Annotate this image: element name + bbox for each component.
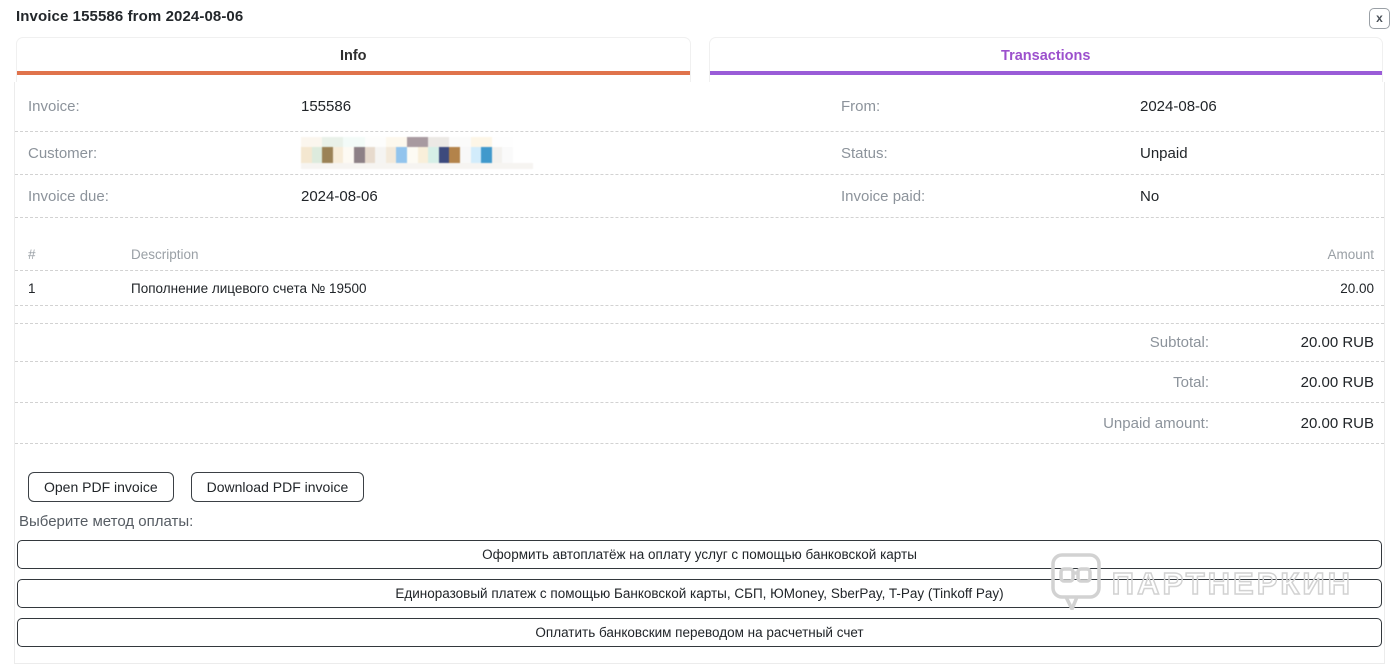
from-value: 2024-08-06 — [1140, 98, 1217, 115]
header-description: Description — [131, 246, 199, 262]
status-value: Unpaid — [1140, 144, 1188, 162]
table-row: 1 Пополнение лицевого счета № 19500 20.0… — [15, 271, 1384, 306]
close-icon: x — [1376, 11, 1383, 25]
unpaid-amount-row: Unpaid amount: 20.00 RUB — [15, 403, 1384, 444]
payment-section: Выберите метод оплаты: Оформить автоплат… — [17, 513, 1382, 647]
pdf-actions: Open PDF invoice Download PDF invoice — [28, 472, 1384, 502]
invoice-due-label: Invoice due: — [28, 187, 109, 205]
unpaid-amount-label: Unpaid amount: — [1103, 414, 1209, 432]
tab-transactions-accent-bar — [709, 71, 1382, 75]
tab-transactions-label: Transactions — [1001, 48, 1091, 64]
invoice-info-panel: Invoice: 155586 From: 2024-08-06 Custome… — [14, 82, 1385, 664]
from-label: From: — [841, 98, 881, 115]
total-row: Total: 20.00 RUB — [15, 362, 1384, 403]
payment-prompt: Выберите метод оплаты: — [19, 513, 194, 530]
subtotal-value: 20.00 RUB — [1300, 334, 1374, 351]
payment-method-autopay-button[interactable]: Оформить автоплатёж на оплату услуг с по… — [17, 540, 1382, 569]
total-value: 20.00 RUB — [1300, 373, 1374, 391]
field-row-due-paid: Invoice due: 2024-08-06 Invoice paid: No — [15, 175, 1384, 218]
row-amount: 20.00 — [1340, 280, 1374, 296]
invoice-paid-value: No — [1140, 187, 1160, 205]
field-row-customer-status: Customer: Status: Unpaid — [15, 132, 1384, 175]
invoice-label: Invoice: — [28, 98, 80, 115]
header-amount: Amount — [1327, 246, 1374, 262]
header-index: # — [28, 246, 36, 262]
tab-info-accent-bar — [17, 71, 690, 75]
status-label: Status: — [841, 144, 888, 162]
payment-method-onetime-button[interactable]: Единоразовый платеж с помощью Банковской… — [17, 579, 1382, 608]
subtotal-label: Subtotal: — [1149, 334, 1209, 351]
field-row-invoice-from: Invoice: 155586 From: 2024-08-06 — [15, 82, 1384, 132]
customer-label: Customer: — [28, 144, 98, 162]
row-index: 1 — [28, 280, 36, 296]
invoice-paid-label: Invoice paid: — [841, 187, 926, 205]
tab-info-label: Info — [339, 48, 367, 64]
invoice-due-value: 2024-08-06 — [301, 187, 378, 205]
customer-redacted-value — [301, 137, 841, 169]
items-table-header: # Description Amount — [15, 238, 1384, 271]
items-table: # Description Amount 1 Пополнение лицево… — [15, 238, 1384, 444]
total-label: Total: — [1173, 373, 1209, 391]
invoice-value: 155586 — [301, 98, 352, 115]
row-description: Пополнение лицевого счета № 19500 — [131, 280, 367, 296]
table-spacer-row — [15, 306, 1384, 324]
tab-info[interactable]: Info — [16, 37, 691, 82]
subtotal-row: Subtotal: 20.00 RUB — [15, 324, 1384, 362]
page-title: Invoice 155586 from 2024-08-06 — [16, 8, 244, 25]
tab-bar: Info Transactions — [0, 37, 1399, 82]
download-pdf-invoice-button[interactable]: Download PDF invoice — [190, 472, 365, 502]
unpaid-amount-value: 20.00 RUB — [1300, 414, 1374, 432]
payment-method-bank-transfer-button[interactable]: Оплатить банковским переводом на расчетн… — [17, 618, 1382, 647]
close-button[interactable]: x — [1369, 8, 1390, 29]
open-pdf-invoice-button[interactable]: Open PDF invoice — [28, 472, 174, 502]
titlebar: Invoice 155586 from 2024-08-06 x — [0, 0, 1399, 33]
tab-transactions[interactable]: Transactions — [708, 37, 1383, 82]
